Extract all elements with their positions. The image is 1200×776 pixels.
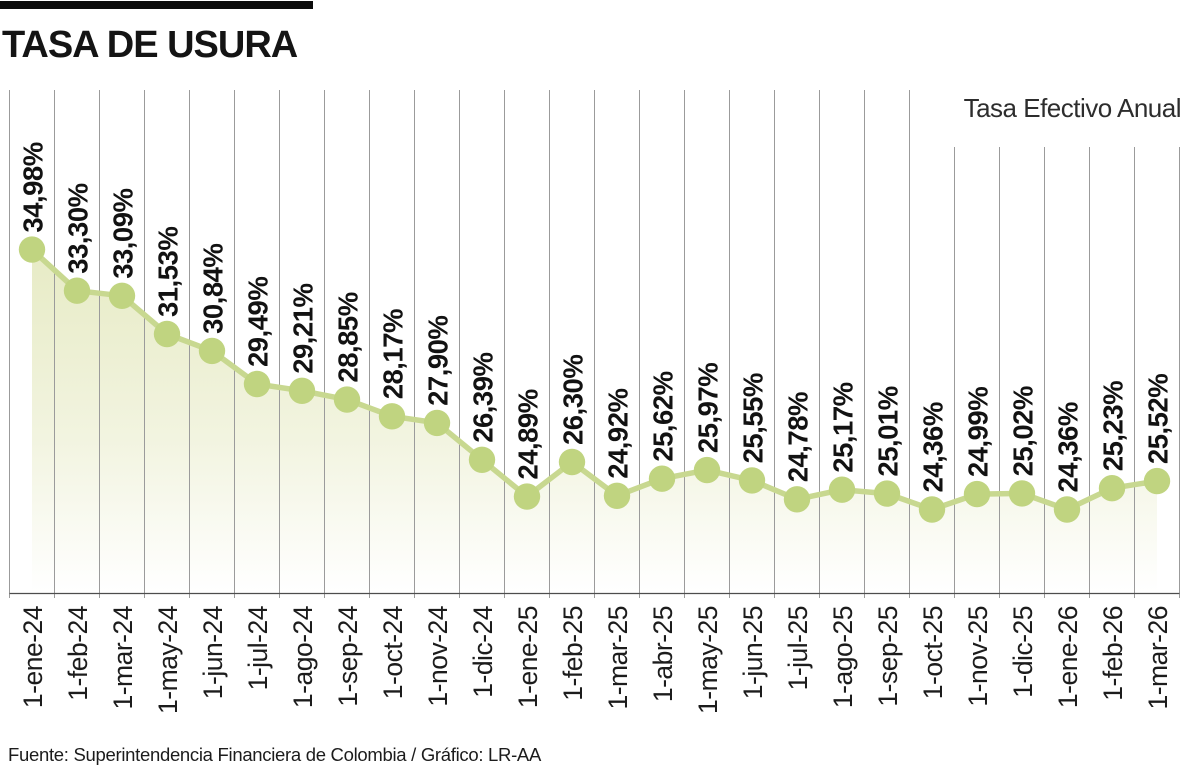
data-point-label: 26,39% xyxy=(468,352,499,442)
x-axis-label: 1-oct-24 xyxy=(378,606,408,699)
data-point xyxy=(1143,467,1171,495)
x-axis-label: 1-ene-26 xyxy=(1053,606,1083,708)
data-point xyxy=(378,403,406,430)
data-point xyxy=(918,496,946,523)
title-accent-bar xyxy=(0,1,313,9)
data-point-label: 25,01% xyxy=(873,386,904,476)
data-point-label: 30,84% xyxy=(198,244,229,334)
data-point-label: 34,98% xyxy=(18,142,49,232)
x-axis-label: 1-oct-25 xyxy=(918,606,948,699)
data-point-label: 29,21% xyxy=(288,283,319,373)
data-point-label: 24,36% xyxy=(1053,402,1084,492)
x-axis-label: 1-nov-25 xyxy=(963,606,993,707)
data-point-label: 28,85% xyxy=(333,292,364,382)
data-point xyxy=(873,480,901,507)
data-point-label: 25,23% xyxy=(1098,381,1129,471)
data-point xyxy=(288,377,316,404)
data-point xyxy=(1053,496,1081,523)
data-point xyxy=(693,456,721,484)
data-point xyxy=(558,448,586,476)
data-point-label: 24,36% xyxy=(918,402,949,492)
x-axis-label: 1-feb-26 xyxy=(1098,606,1128,701)
x-axis-label: 1-ago-24 xyxy=(288,606,318,708)
data-point-label: 24,89% xyxy=(513,389,544,479)
data-point xyxy=(828,476,856,503)
x-axis-label: 1-jun-24 xyxy=(198,606,228,699)
x-axis-label: 1-ene-24 xyxy=(18,606,48,708)
data-point-label: 25,17% xyxy=(828,382,859,472)
data-point-label: 27,90% xyxy=(423,316,454,406)
data-point-label: 24,99% xyxy=(963,387,994,477)
data-point-label: 28,17% xyxy=(378,309,409,399)
x-axis-label: 1-ene-25 xyxy=(513,606,543,708)
x-axis-label: 1-may-25 xyxy=(693,606,723,714)
data-point-label: 24,92% xyxy=(603,388,634,478)
x-axis-label: 1-sep-24 xyxy=(333,606,363,707)
data-point-label: 25,62% xyxy=(648,371,679,461)
data-point xyxy=(603,482,631,509)
x-axis-label: 1-sep-25 xyxy=(873,606,903,707)
data-point-label: 25,52% xyxy=(1143,374,1174,464)
legend-label: Tasa Efectivo Anual xyxy=(963,93,1182,123)
page-title: TASA DE USURA xyxy=(2,24,298,66)
data-point xyxy=(963,480,991,508)
data-point-label: 31,53% xyxy=(153,227,184,317)
data-point-label: 33,09% xyxy=(108,188,139,278)
data-point-label: 26,30% xyxy=(558,355,589,445)
x-axis-label: 1-dic-24 xyxy=(468,606,498,698)
area-fill xyxy=(32,249,1157,593)
data-point xyxy=(468,446,496,473)
x-axis-label: 1-mar-24 xyxy=(108,606,138,710)
x-axis-label: 1-dic-25 xyxy=(1008,606,1038,698)
x-axis-label: 1-jul-24 xyxy=(243,606,273,690)
x-axis-label: 1-nov-24 xyxy=(423,606,453,707)
data-point xyxy=(18,236,46,263)
x-axis-label: 1-mar-26 xyxy=(1143,606,1173,710)
data-point xyxy=(423,409,451,437)
data-point xyxy=(108,282,136,309)
x-axis-label: 1-jul-25 xyxy=(783,606,813,690)
data-point-label: 33,30% xyxy=(63,183,94,273)
data-point xyxy=(1098,475,1126,502)
data-point-label: 24,78% xyxy=(783,392,814,482)
source-credit: Fuente: Superintendencia Financiera de C… xyxy=(8,744,542,765)
data-point xyxy=(333,386,361,413)
data-point xyxy=(1008,480,1036,507)
data-point xyxy=(198,337,226,365)
data-point xyxy=(738,467,766,494)
x-axis-label: 1-jun-25 xyxy=(738,606,768,699)
data-point-label: 25,02% xyxy=(1008,386,1039,476)
x-axis-label: 1-feb-24 xyxy=(63,606,93,701)
x-axis-label: 1-mar-25 xyxy=(603,606,633,710)
data-point xyxy=(513,483,541,510)
data-point xyxy=(243,370,271,398)
x-axis-label: 1-feb-25 xyxy=(558,606,588,701)
data-point xyxy=(783,486,811,513)
data-point-label: 25,97% xyxy=(693,363,724,453)
data-point xyxy=(153,320,181,348)
x-axis-label: 1-ago-25 xyxy=(828,606,858,708)
x-axis-label: 1-abr-25 xyxy=(648,606,678,702)
data-point-label: 25,55% xyxy=(738,373,769,463)
data-point xyxy=(63,277,91,304)
data-point-label: 29,49% xyxy=(243,277,274,367)
data-point xyxy=(648,465,676,492)
x-axis-label: 1-may-24 xyxy=(153,606,183,714)
